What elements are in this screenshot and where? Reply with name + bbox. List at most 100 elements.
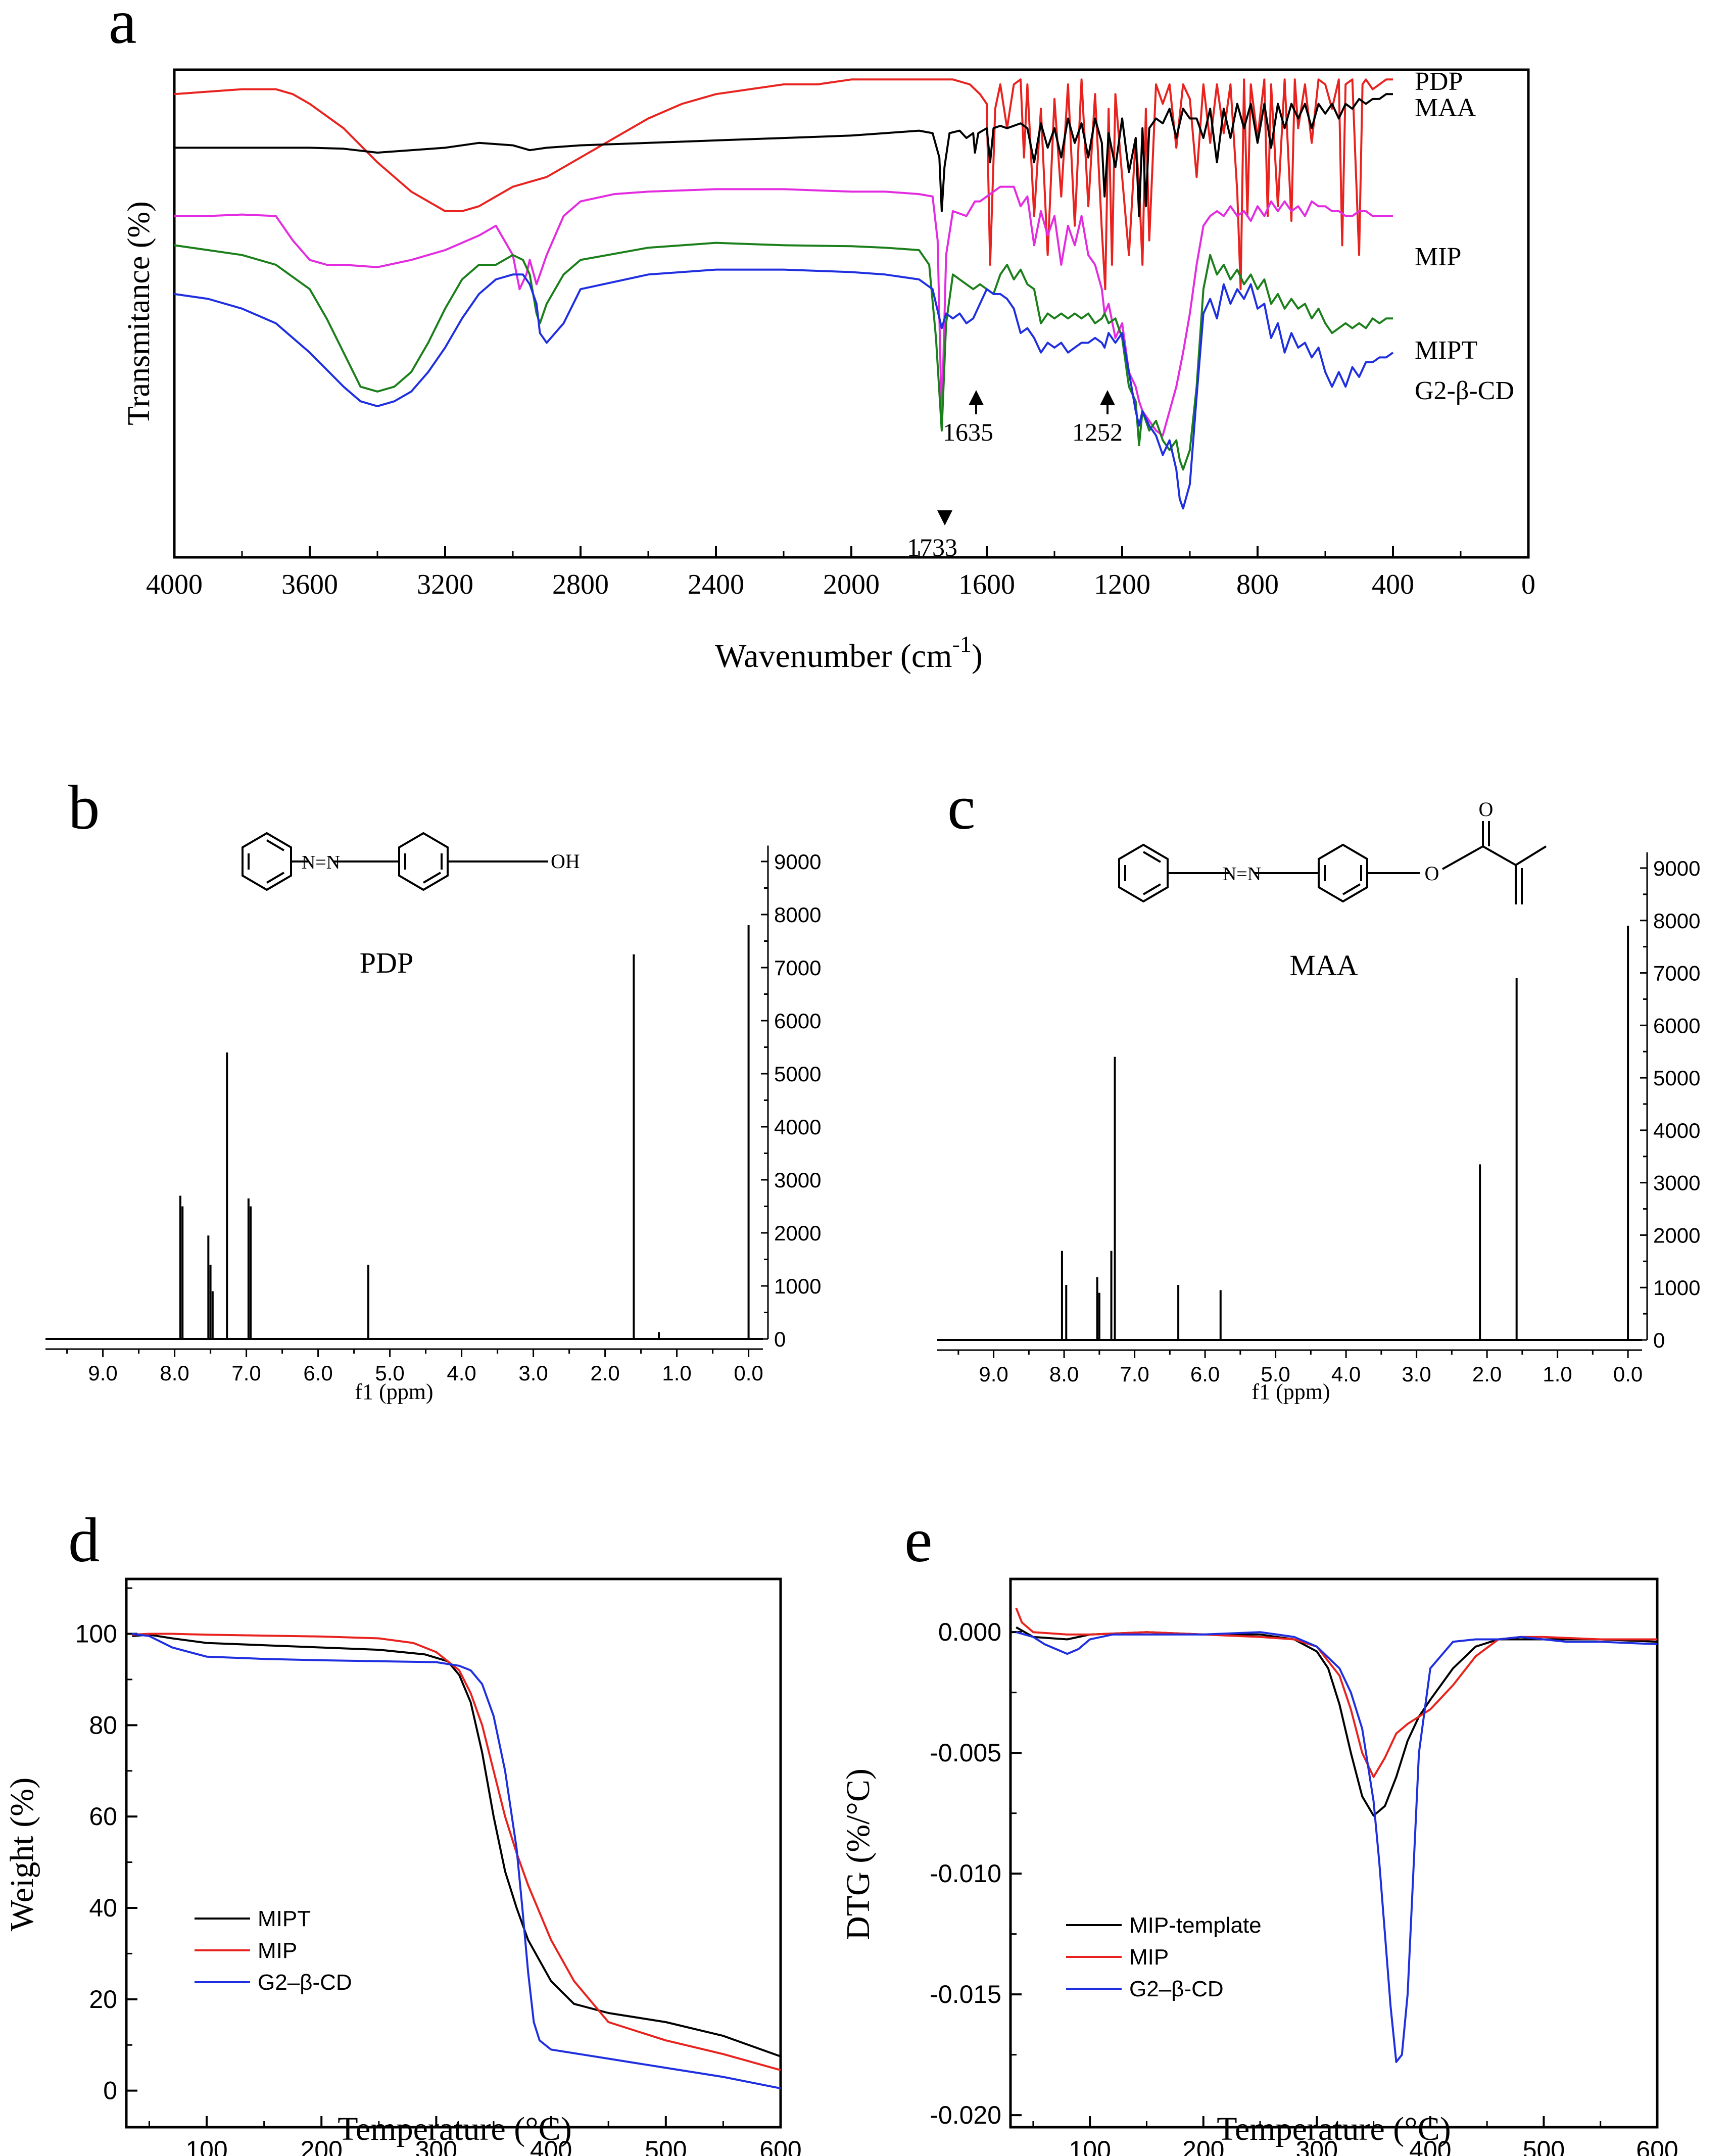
- legend-label-g2-b-cd: G2–β-CD: [1129, 1977, 1224, 2001]
- panel-a-label: a: [109, 0, 136, 57]
- nmr-y-tick-label: 9000: [1653, 856, 1700, 880]
- a-series-pdp: [174, 78, 1393, 291]
- legend-label-g2-b-cd: G2–β-CD: [258, 1970, 352, 1995]
- x-tick-label: 600: [759, 2136, 801, 2156]
- y-tick-label: 60: [89, 1802, 117, 1831]
- panel-d-x-label: Temperature (°C): [338, 2111, 571, 2147]
- maa-structure: N=N O O: [1118, 798, 1547, 904]
- nmr-x-tick-label: 1.0: [662, 1361, 691, 1385]
- series-g2-cd: [132, 1633, 781, 2090]
- nmr-x-tick-label: 9.0: [88, 1361, 117, 1385]
- series-mipt: [132, 1634, 781, 2057]
- legend-label-mip: MIP: [1129, 1945, 1169, 1970]
- nmr-y-tick-label: 0: [774, 1327, 786, 1351]
- panel-d-tga: d 100 200 300 400 500 600 0 20 40 60 80 100 MIPT MI…: [4, 1506, 802, 2156]
- nmr-y-tick-label: 4000: [1653, 1119, 1700, 1142]
- panel-e-label: e: [904, 1506, 932, 1575]
- a-tick-label: 3200: [417, 569, 473, 600]
- annotation-1635: 1635: [943, 418, 993, 446]
- x-tick-label: 300: [1296, 2136, 1338, 2156]
- nmr-y-tick-label: 8000: [774, 903, 821, 927]
- x-tick-label: 300: [415, 2136, 457, 2156]
- a-tick-label: 1600: [958, 569, 1015, 600]
- nmr-y-tick-label: 2000: [1653, 1223, 1700, 1247]
- a-tick-label: 3600: [281, 569, 338, 600]
- panel-d-legend: MIPT MIP G2–β-CD: [195, 1906, 352, 1995]
- nmr-x-tick-label: 0.0: [1613, 1362, 1643, 1386]
- nmr-x-tick-label: 9.0: [979, 1362, 1008, 1386]
- panel-c-nmr-maa: c N=N O O MAA 9.0 8.0 7.0 6.0 5.0 4.: [937, 773, 1700, 1404]
- panel-d-frame: [125, 1577, 782, 2129]
- panel-e-x-label: Temperature (°C): [1217, 2111, 1451, 2147]
- panel-d-label: d: [68, 1506, 100, 1575]
- panel-a-x-label: Wavenumber (cm-1): [715, 631, 983, 675]
- benzene-ring-icon: [242, 832, 292, 891]
- y-tick-label: -0.010: [930, 1859, 1001, 1888]
- label-g2-b-cd: G2-β-CD: [1415, 376, 1514, 405]
- nmr-x-tick-label: 3.0: [1402, 1362, 1431, 1386]
- x-tick-label: 100: [185, 2136, 227, 2156]
- label-maa: MAA: [1415, 93, 1476, 122]
- label-mip: MIP: [1415, 243, 1461, 271]
- arrow-1635-icon: [969, 390, 984, 405]
- a-tick-label: 2800: [552, 569, 609, 600]
- panel-a-series-labels: PDP MAA MIP MIPT G2-β-CD: [1415, 67, 1514, 405]
- x-tick-label: 200: [301, 2136, 343, 2156]
- arrow-1733-icon: [937, 510, 952, 525]
- x-tick-label: 400: [1409, 2136, 1451, 2156]
- a-tick-label: 2400: [688, 569, 744, 600]
- legend-label-mip: MIP: [258, 1938, 297, 1963]
- compound-name-pdp: PDP: [360, 946, 413, 979]
- nmr-y-tick-label: 1000: [774, 1274, 821, 1298]
- nmr-x-tick-label: 6.0: [1190, 1362, 1220, 1386]
- panel-c-x-label: f1 (ppm): [1251, 1379, 1330, 1404]
- nmr-x-tick-label: 7.0: [1120, 1362, 1149, 1386]
- a-tick-label: 800: [1236, 569, 1279, 600]
- y-tick-label: 0: [103, 2077, 117, 2105]
- panel-e-legend: MIP-template MIP G2–β-CD: [1066, 1913, 1262, 2001]
- azo-label: N=N: [1223, 864, 1261, 885]
- phenyl-ring-icon: [1318, 843, 1368, 903]
- panel-e-y-label: DTG (%/°C): [840, 1768, 877, 1940]
- nmr-x-tick-label: 4.0: [447, 1361, 476, 1385]
- panel-e-dtg: e 100 200 300 400 500 600 0.000 -0.005 -0.010 -0.…: [840, 1506, 1678, 2156]
- panel-b-plot: 9.0 8.0 7.0 6.0 5.0 4.0 3.0 2.0 1.0 0.0 0 1000 2000 3…: [45, 845, 821, 1385]
- x-tick-label: 500: [645, 2136, 687, 2156]
- a-series-maa: [174, 93, 1393, 217]
- nmr-x-tick-label: 7.0: [231, 1361, 261, 1385]
- nmr-x-tick-label: 2.0: [590, 1361, 619, 1385]
- legend-label-mip-template: MIP-template: [1129, 1913, 1262, 1938]
- nmr-y-tick-label: 3000: [774, 1168, 821, 1192]
- nmr-y-tick-label: 2000: [774, 1221, 821, 1245]
- panel-e-plot: 100 200 300 400 500 600 0.000 -0.005 -0.010 -0.01…: [930, 1607, 1678, 2156]
- panel-c-plot: 9.0 8.0 7.0 6.0 5.0 4.0 3.0 2.0 1.0 0.0 0 1000 2000 3…: [937, 852, 1700, 1386]
- nmr-x-tick-label: 0.0: [734, 1361, 763, 1385]
- label-pdp: PDP: [1415, 67, 1463, 96]
- a-tick-label: 2000: [823, 569, 880, 600]
- panel-a-series: [174, 78, 1394, 510]
- pdp-structure: N=N OH: [242, 832, 584, 891]
- nmr-y-tick-label: 7000: [774, 956, 821, 980]
- nmr-x-tick-label: 6.0: [303, 1361, 332, 1385]
- a-tick-label: 4000: [146, 569, 203, 600]
- panel-b-nmr-pdp: b N=N OH PDP 9.0 8.0 7.0 6.0 5.0 4.0 3.0 2.0 1.0…: [45, 773, 821, 1404]
- x-tick-label: 100: [1069, 2136, 1111, 2156]
- nmr-x-tick-label: 8.0: [160, 1361, 189, 1385]
- panel-b-label: b: [68, 773, 100, 843]
- series-mip-template: [1016, 1626, 1658, 1817]
- legend-label-mipt: MIPT: [258, 1906, 311, 1931]
- a-series-g2-cd: [174, 268, 1394, 510]
- y-tick-label: 100: [75, 1620, 117, 1648]
- panel-d-plot: 100 200 300 400 500 600 0 20 40 60 80 100: [75, 1587, 802, 2156]
- nmr-y-tick-label: 5000: [774, 1062, 821, 1086]
- panel-a-annotations: 1733 1635 1252: [907, 390, 1123, 561]
- x-tick-label: 500: [1523, 2136, 1565, 2156]
- compound-name-maa: MAA: [1289, 949, 1358, 982]
- y-tick-label: -0.015: [930, 1980, 1001, 2008]
- panel-c-label: c: [947, 773, 975, 843]
- a-tick-label: 1200: [1094, 569, 1150, 600]
- a-series-mip: [174, 185, 1393, 437]
- carbonyl-oxygen-label: O: [1479, 798, 1494, 821]
- nmr-x-tick-label: 4.0: [1331, 1362, 1361, 1386]
